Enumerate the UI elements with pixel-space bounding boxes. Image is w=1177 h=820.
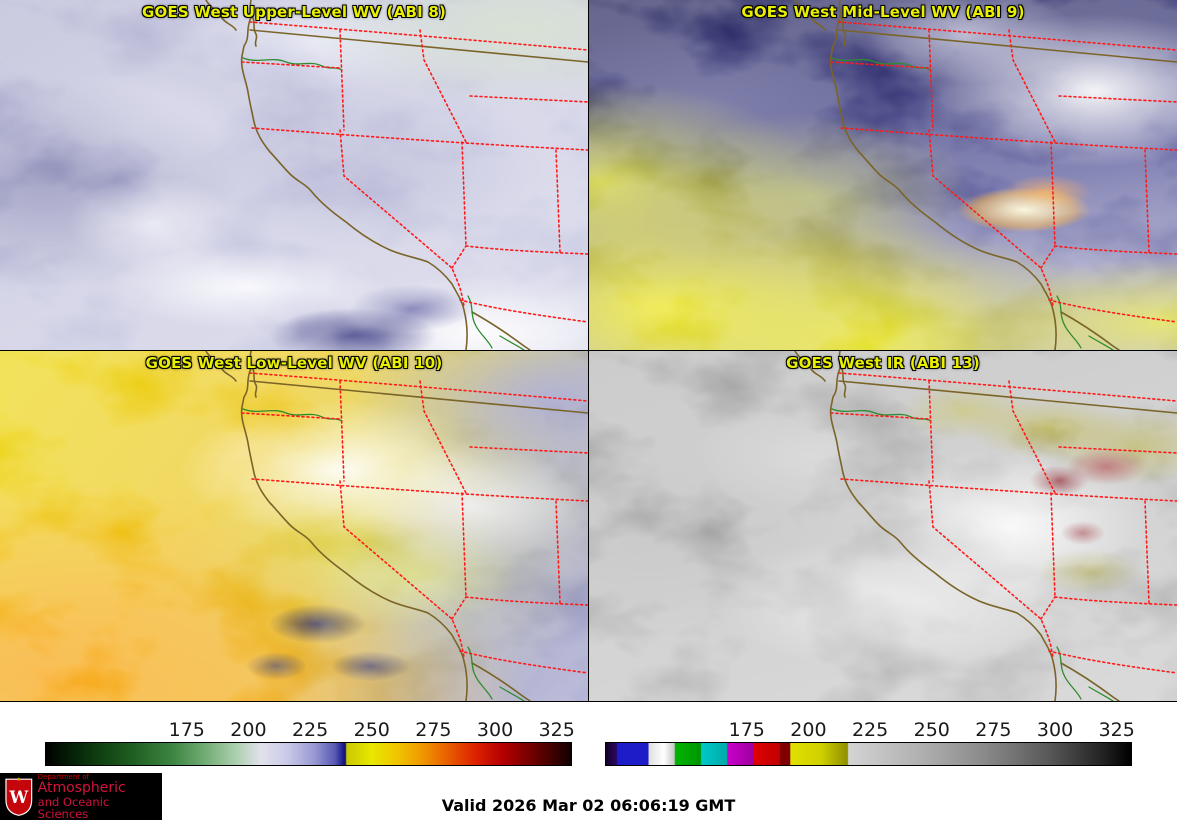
cloud-texture	[589, 0, 1177, 350]
panel-ir: GOES West IR (ABI 13)	[589, 351, 1177, 701]
cloud-texture	[0, 0, 588, 350]
uw-crest-icon: W	[5, 777, 33, 816]
panel-title-ir: GOES West IR (ABI 13)	[786, 354, 980, 372]
tick-label: 250	[353, 719, 390, 741]
satellite-panel-grid: GOES West Upper-Level WV (ABI 8) GOES We…	[0, 0, 1177, 702]
map-overlay	[0, 0, 588, 350]
tick-label: 175	[168, 719, 205, 741]
map-overlay	[589, 0, 1177, 350]
tick-label: 325	[538, 719, 575, 741]
logo-dept-line: Department of	[37, 772, 89, 781]
tick-label: 200	[790, 719, 827, 741]
uw-aos-logo: W Department of Atmospheric and Oceanic …	[0, 773, 162, 820]
ir-colorbar-group: 175 200 225 250 275 300 325	[605, 715, 1135, 771]
tick-label: 200	[230, 719, 267, 741]
ir-colorbar-tick-labels: 175 200 225 250 275 300 325	[605, 715, 1135, 742]
tick-label: 275	[975, 719, 1012, 741]
panel-title-mid-wv: GOES West Mid-Level WV (ABI 9)	[741, 3, 1025, 21]
map-overlay	[589, 351, 1177, 701]
logo-name-line2: and Oceanic Sciences	[37, 794, 110, 820]
tick-label: 175	[728, 719, 765, 741]
footer: W Department of Atmospheric and Oceanic …	[0, 771, 1177, 820]
ir-colorbar	[605, 742, 1132, 766]
tick-label: 250	[913, 719, 950, 741]
panel-mid-level-wv: GOES West Mid-Level WV (ABI 9)	[589, 0, 1177, 350]
map-overlay	[0, 351, 588, 701]
svg-text:W: W	[8, 787, 29, 807]
wv-colorbar-group: 175 200 225 250 275 300 325	[45, 715, 575, 771]
tick-label: 225	[291, 719, 329, 741]
wv-colorbar-tick-labels: 175 200 225 250 275 300 325	[45, 715, 575, 742]
panel-low-level-wv: GOES West Low-Level WV (ABI 10)	[0, 351, 588, 701]
panel-title-low-wv: GOES West Low-Level WV (ABI 10)	[145, 354, 443, 372]
tick-label: 275	[415, 719, 452, 741]
logo-name-line1: Atmospheric	[37, 780, 126, 797]
cloud-texture	[0, 351, 588, 701]
cloud-texture	[589, 351, 1177, 701]
tick-label: 325	[1098, 719, 1135, 741]
tick-label: 225	[851, 719, 889, 741]
panel-upper-level-wv: GOES West Upper-Level WV (ABI 8)	[0, 0, 588, 350]
valid-time-label: Valid 2026 Mar 02 06:06:19 GMT	[441, 796, 736, 815]
panel-title-upper-wv: GOES West Upper-Level WV (ABI 8)	[141, 3, 447, 21]
tick-label: 300	[476, 719, 514, 741]
colorbar-section: 175 200 225 250 275 300 325 175 200 225 …	[0, 702, 1177, 771]
tick-label: 300	[1036, 719, 1074, 741]
wv-colorbar	[45, 742, 572, 766]
logo-text: Department of Atmospheric and Oceanic Sc…	[37, 772, 162, 820]
